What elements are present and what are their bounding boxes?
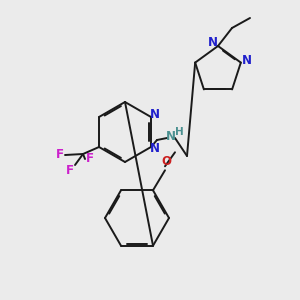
Text: N: N: [149, 109, 159, 122]
Text: F: F: [66, 164, 74, 176]
Text: F: F: [56, 148, 64, 161]
Text: N: N: [242, 54, 252, 67]
Text: F: F: [86, 152, 94, 166]
Text: N: N: [166, 130, 176, 142]
Text: N: N: [208, 35, 218, 49]
Text: O: O: [161, 155, 171, 168]
Text: N: N: [149, 142, 159, 155]
Text: H: H: [175, 127, 183, 137]
